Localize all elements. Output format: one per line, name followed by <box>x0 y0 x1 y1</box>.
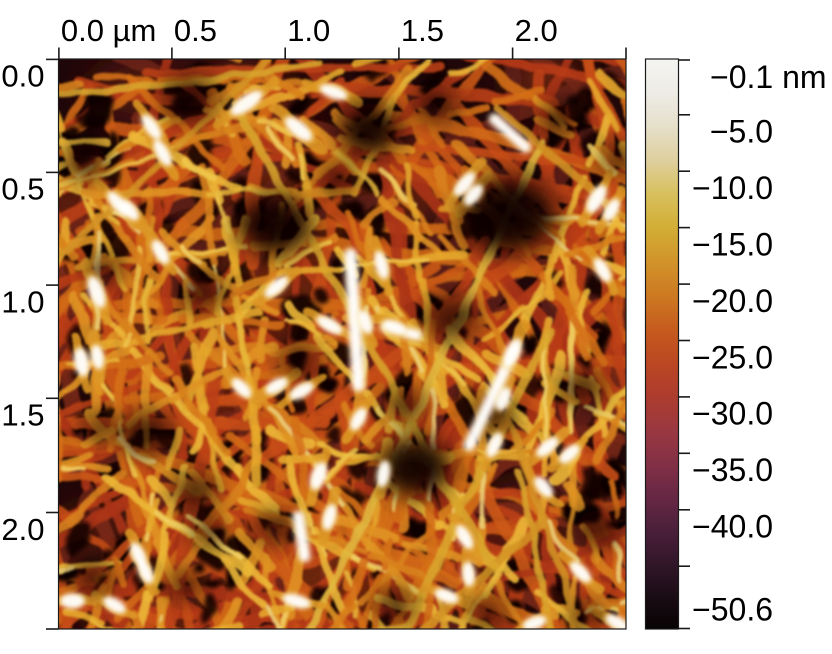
svg-text:−30.0: −30.0 <box>692 396 773 432</box>
svg-text:2.0: 2.0 <box>1 512 44 547</box>
svg-text:1.5: 1.5 <box>401 13 444 48</box>
svg-text:0.5: 0.5 <box>174 13 217 48</box>
svg-text:0.0 µm: 0.0 µm <box>61 13 156 48</box>
svg-text:−50.6: −50.6 <box>692 592 773 628</box>
svg-text:0.0: 0.0 <box>1 59 44 94</box>
svg-text:2.0: 2.0 <box>515 13 558 48</box>
svg-text:1.0: 1.0 <box>287 13 330 48</box>
svg-text:−35.0: −35.0 <box>692 452 773 488</box>
svg-text:1.0: 1.0 <box>1 284 44 319</box>
svg-text:−40.0: −40.0 <box>692 509 773 545</box>
svg-text:−5.0: −5.0 <box>710 114 773 150</box>
svg-text:1.5: 1.5 <box>1 398 44 433</box>
svg-text:−15.0: −15.0 <box>692 226 773 262</box>
svg-text:0.5: 0.5 <box>1 172 44 207</box>
svg-text:−10.0: −10.0 <box>692 170 773 206</box>
svg-text:−20.0: −20.0 <box>692 283 773 319</box>
svg-text:−25.0: −25.0 <box>692 339 773 375</box>
svg-text:−0.1 nm: −0.1 nm <box>710 59 827 95</box>
